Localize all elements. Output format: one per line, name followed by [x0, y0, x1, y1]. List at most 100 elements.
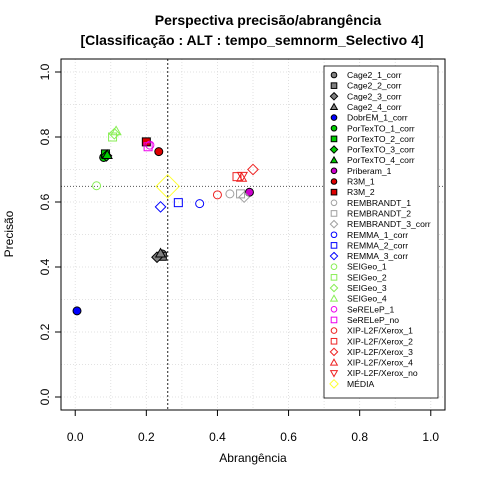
legend-label: XIP-L2F/Xerox_4 — [347, 358, 413, 368]
x-tick-label: 0.0 — [67, 430, 84, 444]
legend-symbol — [329, 378, 339, 389]
legend: Cage2_1_corrCage2_2_corrCage2_3_corrCage… — [323, 65, 439, 399]
data-point — [225, 189, 235, 199]
legend-label: SEIGeo_3 — [347, 283, 387, 293]
legend-symbol — [330, 135, 338, 143]
legend-symbol — [329, 145, 339, 154]
legend-symbol — [329, 283, 339, 293]
legend-label: REMMA_3_corr — [347, 251, 408, 261]
y-tick-label: 0.8 — [38, 128, 52, 145]
legend-symbol — [329, 358, 339, 366]
data-point — [92, 181, 102, 191]
legend-symbol — [330, 316, 338, 324]
x-tick-label: 0.6 — [280, 430, 297, 444]
grid-lines — [61, 59, 445, 410]
x-tick-label: 0.8 — [351, 430, 368, 444]
legend-label: Cage2_2_corr — [347, 81, 402, 91]
legend-symbol — [329, 102, 339, 110]
legend-symbol — [330, 188, 338, 196]
data-point — [247, 163, 259, 176]
data-point — [236, 189, 246, 199]
legend-label: Cage2_1_corr — [347, 70, 402, 80]
plot-frame — [60, 58, 446, 411]
data-point — [212, 190, 222, 200]
x-axis-label: Abrangência — [219, 451, 287, 465]
data-point — [195, 199, 205, 209]
legend-symbol — [330, 210, 338, 217]
data-point — [143, 142, 153, 152]
data-point — [101, 149, 113, 159]
legend-symbol — [329, 219, 339, 229]
legend-symbol — [330, 263, 338, 271]
legend-symbol — [330, 231, 338, 239]
legend-symbol — [329, 91, 339, 101]
legend-label: XIP-L2F/Xerox_2 — [347, 336, 413, 346]
legend-label: Cage2_3_corr — [347, 91, 402, 101]
data-point — [145, 140, 155, 150]
legend-label: R3M_2 — [347, 187, 375, 197]
legend-symbol — [330, 242, 338, 249]
y-tick-label: 0.4 — [38, 258, 52, 275]
legend-label: SeRELeP_1 — [347, 304, 395, 314]
legend-symbol — [330, 82, 338, 89]
legend-label: Cage2_4_corr — [347, 102, 402, 112]
data-point — [155, 173, 181, 199]
legend-label: PorTexTO_4_corr — [347, 155, 415, 165]
data-points — [72, 125, 259, 316]
data-point — [238, 191, 251, 204]
legend-label: PorTexTO_1_corr — [347, 123, 415, 133]
y-tick-label: 0.2 — [38, 323, 52, 340]
legend-symbol — [330, 114, 338, 121]
y-axis-label: Precisão — [2, 210, 16, 257]
legend-symbol — [330, 167, 338, 175]
chart-subtitle: [Classificação : ALT : tempo_semnorm_Sel… — [80, 32, 423, 48]
data-point — [72, 306, 82, 316]
legend-label: XIP-L2F/Xerox_1 — [347, 326, 413, 336]
data-point — [154, 247, 167, 258]
y-tick-label: 0.0 — [38, 388, 52, 405]
legend-symbol — [329, 370, 339, 378]
legend-label: XIP-L2F/Xerox_no — [347, 368, 418, 378]
legend-label: REMBRANDT_2 — [347, 208, 411, 218]
chart-title: Perspectiva precisão/abrangência — [155, 12, 382, 28]
legend-symbol — [330, 199, 338, 207]
legend-symbol — [330, 124, 338, 132]
legend-symbol — [329, 155, 339, 164]
legend-label: REMMA_2_corr — [347, 240, 408, 250]
legend-label: REMMA_1_corr — [347, 230, 408, 240]
x-tick-label: 1.0 — [422, 430, 439, 444]
legend-label: REMBRANDT_1 — [347, 198, 411, 208]
data-point — [236, 171, 248, 182]
data-point — [110, 125, 122, 136]
legend-symbol — [329, 294, 339, 302]
legend-label: SEIGeo_4 — [347, 294, 387, 304]
legend-symbol — [330, 71, 338, 79]
legend-symbol — [330, 327, 338, 334]
x-tick-label: 0.4 — [209, 430, 226, 444]
data-point — [173, 198, 183, 208]
data-point — [108, 127, 121, 140]
legend-label: SeRELeP_no — [347, 315, 399, 325]
legend-label: SEIGeo_2 — [347, 272, 387, 282]
legend-symbol — [330, 306, 338, 313]
reference-lines — [61, 59, 445, 410]
legend-symbol — [330, 337, 338, 345]
legend-label: XIP-L2F/Xerox_3 — [347, 347, 413, 357]
legend-label: Priberam_1 — [347, 166, 392, 176]
y-axis: 0.0 0.2 0.4 0.6 0.8 1.0 — [38, 63, 61, 405]
legend-symbol — [330, 274, 338, 281]
x-tick-label: 0.2 — [138, 430, 155, 444]
legend-label: SEIGeo_1 — [347, 262, 387, 272]
data-point — [154, 147, 164, 157]
legend-label: PorTexTO_2_corr — [347, 134, 415, 144]
legend-symbol — [330, 178, 338, 185]
y-tick-label: 1.0 — [38, 63, 52, 80]
legend-symbol — [329, 347, 339, 357]
legend-label: PorTexTO_3_corr — [347, 145, 415, 155]
legend-label: DobrEM_1_corr — [347, 113, 408, 123]
data-point — [244, 187, 254, 197]
legend-label: R3M_1 — [347, 177, 375, 187]
legend-box — [323, 65, 439, 399]
x-axis: 0.0 0.2 0.4 0.6 0.8 1.0 — [67, 410, 439, 444]
